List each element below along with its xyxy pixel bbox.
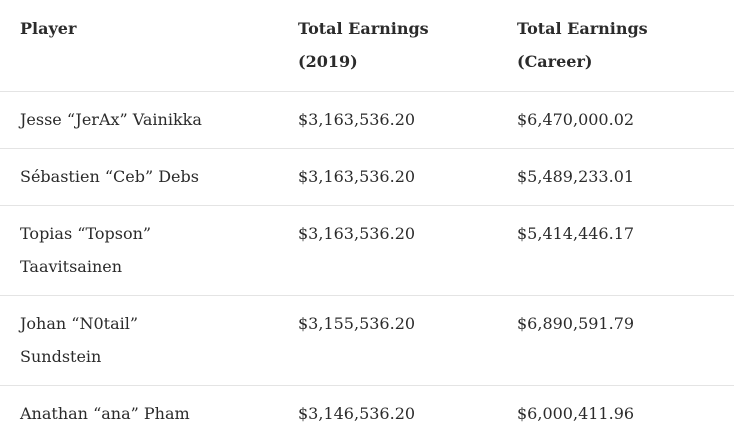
table-row: Sébastien “Ceb” Debs $3,163,536.20 $5,48… [0, 149, 734, 206]
table-row: Anathan “ana” Pham $3,146,536.20 $6,000,… [0, 386, 734, 442]
earnings-2019-cell: $3,146,536.20 [278, 386, 497, 442]
player-name-cell: Johan “N0tail” Sundstein [0, 296, 278, 386]
header-earnings-2019: Total Earnings (2019) [278, 0, 497, 92]
earnings-career-cell: $6,890,591.79 [497, 296, 734, 386]
header-earnings-2019-line2: (2019) [298, 52, 358, 71]
header-earnings-career-line1: Total Earnings [517, 19, 648, 38]
header-earnings-career: Total Earnings (Career) [497, 0, 734, 92]
player-name-cell: Jesse “JerAx” Vainikka [0, 92, 278, 149]
earnings-career-cell: $5,414,446.17 [497, 206, 734, 296]
header-player: Player [0, 0, 278, 92]
table-body: Jesse “JerAx” Vainikka $3,163,536.20 $6,… [0, 92, 734, 442]
earnings-career-cell: $6,000,411.96 [497, 386, 734, 442]
header-player-label: Player [20, 19, 76, 38]
earnings-2019-cell: $3,163,536.20 [278, 149, 497, 206]
header-row: Player Total Earnings (2019) Total Earnin… [0, 0, 734, 92]
player-name-cell: Sébastien “Ceb” Debs [0, 149, 278, 206]
earnings-2019-cell: $3,155,536.20 [278, 296, 497, 386]
player-name-cell: Anathan “ana” Pham [0, 386, 278, 442]
earnings-career-cell: $6,470,000.02 [497, 92, 734, 149]
header-earnings-career-line2: (Career) [517, 52, 592, 71]
table-row: Jesse “JerAx” Vainikka $3,163,536.20 $6,… [0, 92, 734, 149]
table-header: Player Total Earnings (2019) Total Earnin… [0, 0, 734, 92]
earnings-2019-cell: $3,163,536.20 [278, 206, 497, 296]
earnings-career-cell: $5,489,233.01 [497, 149, 734, 206]
header-earnings-2019-line1: Total Earnings [298, 19, 429, 38]
table-row: Johan “N0tail” Sundstein $3,155,536.20 $… [0, 296, 734, 386]
player-name-cell: Topias “Topson” Taavitsainen [0, 206, 278, 296]
earnings-2019-cell: $3,163,536.20 [278, 92, 497, 149]
table-row: Topias “Topson” Taavitsainen $3,163,536.… [0, 206, 734, 296]
